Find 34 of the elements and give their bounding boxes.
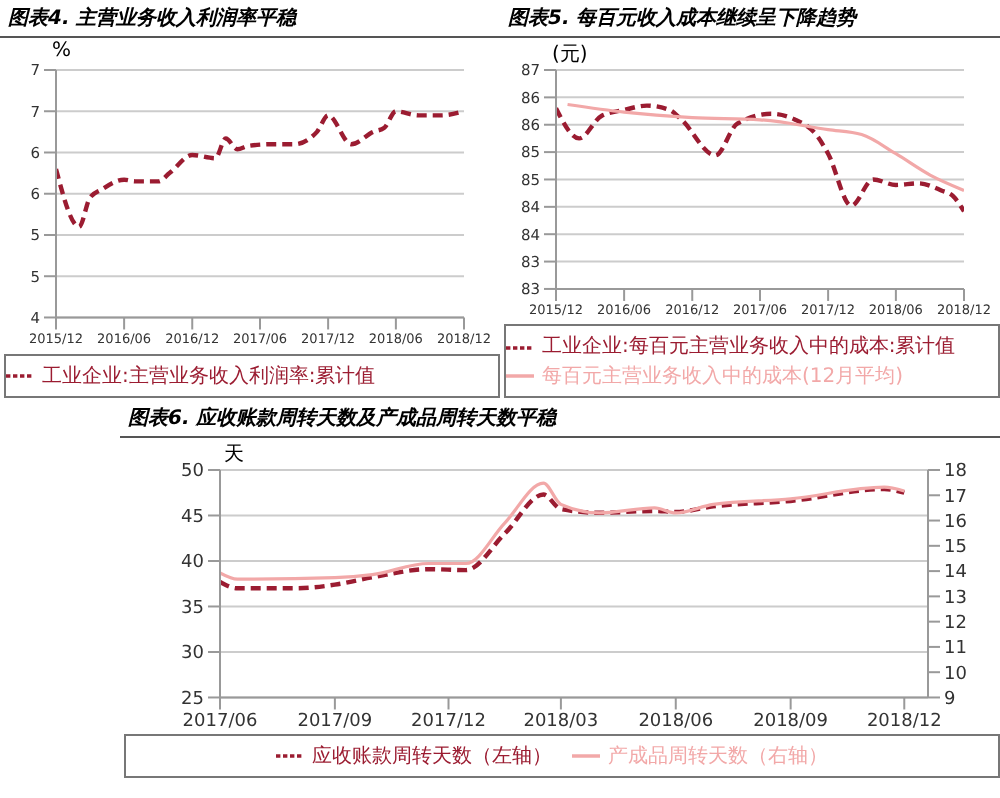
y-axis-title: % [52,40,72,62]
chart-title: 图表4. 主营业务收入利润率平稳 [0,0,500,38]
y2-tick-label: 13 [944,588,967,609]
chart-title: 图表5. 每百元收入成本继续呈下降趋势 [500,0,1000,38]
y2-tick-label: 15 [944,538,967,559]
x-tick-label: 2017/12 [411,712,486,733]
y-tick-label: 30 [181,644,205,665]
y-axis-title: 天 [224,442,244,468]
y-tick-label: 25 [181,689,204,710]
y2-tick-label: 18 [944,462,968,483]
y-tick-label: 35 [181,598,204,619]
y-axis-title: (元) [552,42,588,68]
legend-label: 产成品周转天数（右轴） [608,745,828,768]
y2-tick-label: 14 [944,563,968,584]
x-tick-label: 2018/03 [523,712,599,733]
y-tick-label: 45 [181,507,204,528]
y-tick-label: 50 [181,462,205,483]
legend-label: 工业企业:主营业务收入利润率:累计值 [42,365,376,388]
x-tick-label: 2018/09 [753,712,829,733]
y2-tick-label: 10 [944,664,968,685]
x-tick-label: 2017/06 [182,712,258,733]
legend-label: 每百元主营业务收入中的成本(12月平均) [542,365,904,388]
y2-tick-label: 16 [944,512,968,533]
chart-title: 图表6. 应收账款周转天数及产成品周转天数平稳 [120,400,1000,438]
y2-tick-label: 17 [944,487,967,508]
x-tick-label: 2018/06 [638,712,714,733]
x-tick-label: 2017/09 [297,712,373,733]
y2-tick-label: 9 [944,689,956,710]
y-tick-label: 40 [181,553,205,574]
legend-label: 工业企业:每百元主营业务收入中的成本:累计值 [542,336,956,359]
y2-tick-label: 12 [944,614,967,635]
y2-tick-label: 11 [944,639,967,660]
legend-label: 应收账款周转天数（左轴） [312,745,552,768]
x-tick-label: 2018/12 [866,712,942,733]
